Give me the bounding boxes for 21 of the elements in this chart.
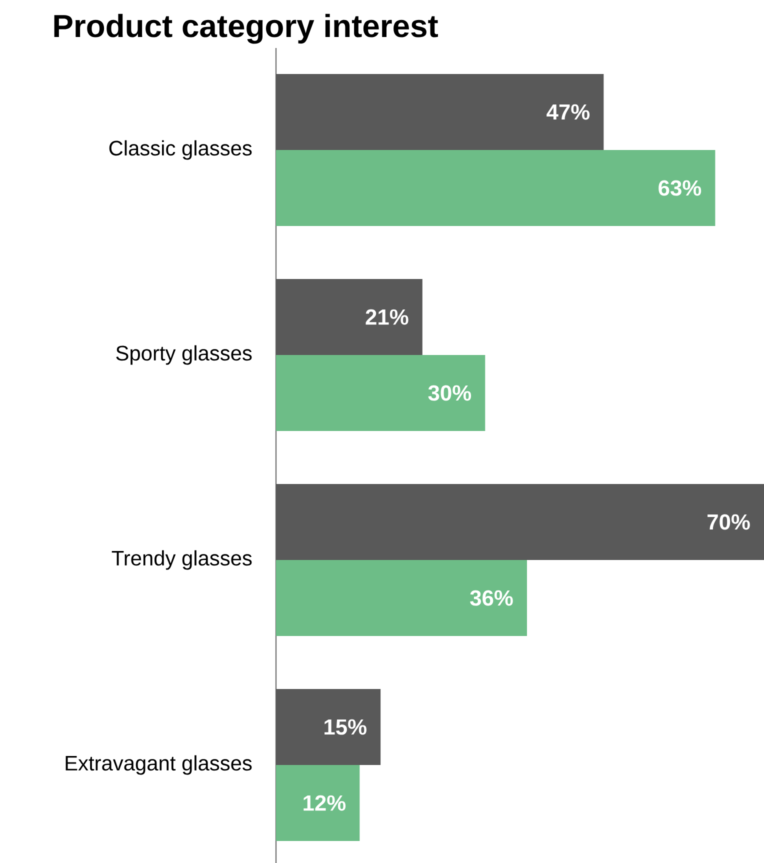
bar — [276, 560, 527, 636]
data-label: 47% — [546, 104, 590, 120]
data-label: 12% — [304, 795, 346, 811]
bar — [276, 150, 716, 226]
y-tick-label: Extravagant glasses — [66, 755, 252, 775]
y-tick-label: Classic glasses — [109, 140, 252, 160]
bar — [276, 279, 422, 356]
bar — [276, 484, 764, 560]
bar — [276, 355, 486, 432]
y-tick-label: Sporty glasses — [116, 345, 252, 365]
data-label: 15% — [324, 719, 366, 735]
data-label: 21% — [366, 309, 408, 325]
data-label: 36% — [470, 590, 513, 606]
bar — [276, 74, 604, 150]
data-label: 30% — [428, 385, 472, 401]
chart-title: Product category interest — [54, 14, 438, 44]
bar — [276, 689, 381, 766]
y-tick-label: Trendy glasses — [112, 550, 252, 570]
data-label: 70% — [708, 514, 750, 530]
bar — [276, 765, 360, 842]
data-label: 63% — [658, 180, 702, 196]
